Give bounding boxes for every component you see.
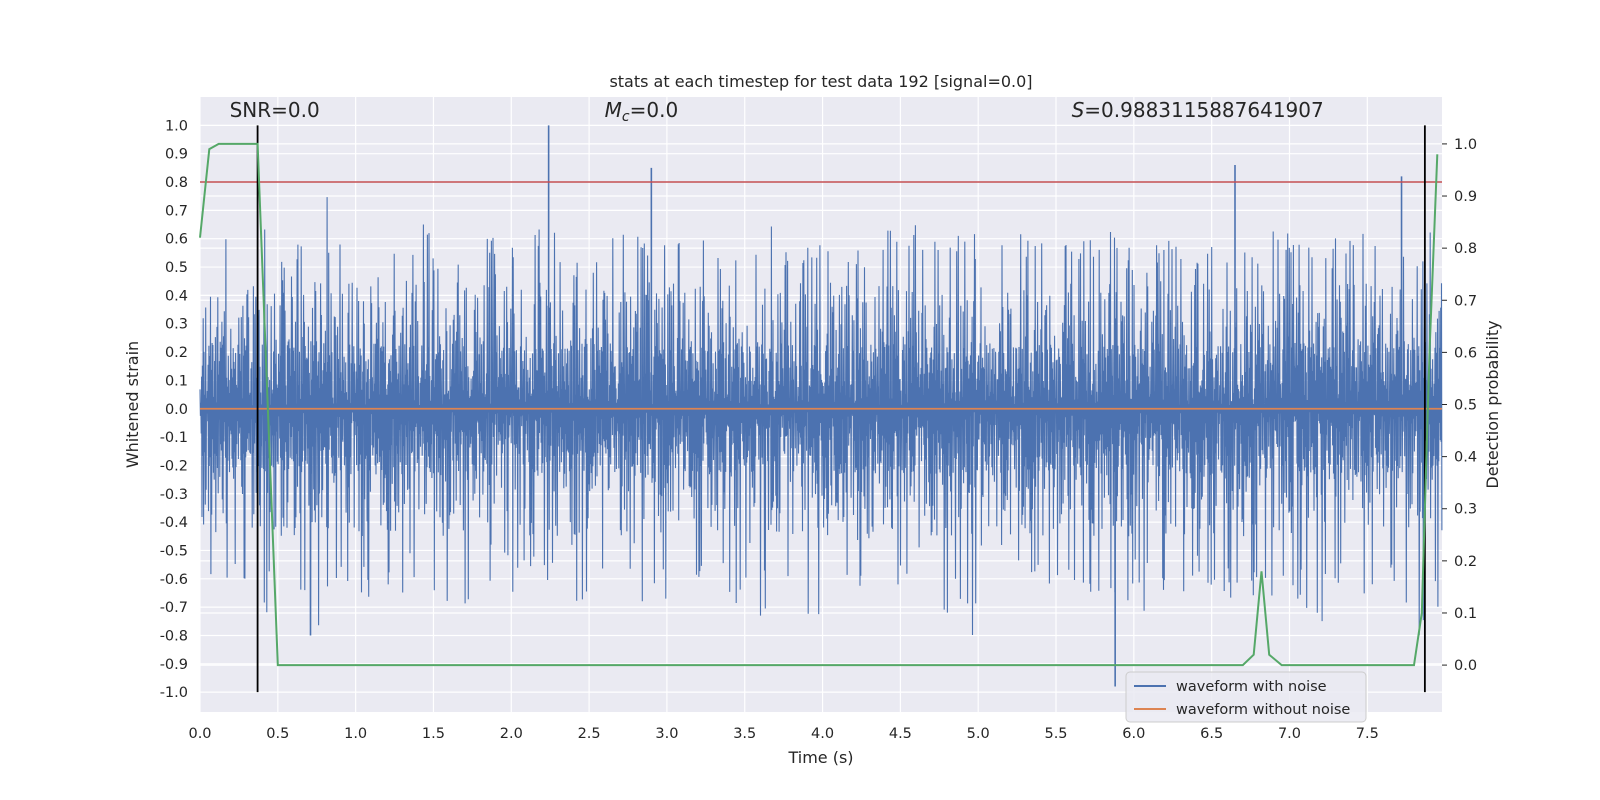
y2-tick-labels: 1.0 0.9 0.8 0.7 0.6 0.5 0.4 0.3 0.2 0.1 0.0	[1442, 137, 1477, 674]
y-tick-label: 0.5	[165, 260, 188, 276]
x-tick-label: 0.0	[188, 726, 211, 742]
mc-annotation: Mc=0.0	[605, 98, 679, 125]
y-tick-label: 0.6	[165, 232, 188, 248]
x-tick-label: 5.0	[967, 726, 990, 742]
y-tick-label: 0.1	[165, 373, 188, 389]
series-waveform-with-noise	[199, 125, 1443, 687]
y-tick-label: 0.0	[165, 402, 188, 418]
y-tick-label: 0.4	[165, 288, 188, 304]
y2-tick-label: 0.9	[1454, 189, 1477, 205]
x-tick-label: 2.5	[578, 726, 601, 742]
y2-tick-label: 0.3	[1454, 502, 1477, 518]
y-tick-label: -0.7	[160, 600, 188, 616]
x-axis-label: Time (s)	[787, 748, 853, 767]
y-tick-label: -0.6	[160, 572, 188, 588]
y-axis-label: Whitened strain	[123, 341, 142, 468]
y2-tick-label: 0.8	[1454, 241, 1477, 257]
x-tick-label: 1.0	[344, 726, 367, 742]
x-tick-label: 3.5	[733, 726, 756, 742]
chart-title: stats at each timestep for test data 192…	[609, 72, 1032, 91]
s-symbol: S	[1072, 98, 1085, 122]
y2-tick-label: 0.6	[1454, 345, 1477, 361]
x-tick-label: 1.5	[422, 726, 445, 742]
x-tick-label: 6.0	[1122, 726, 1145, 742]
y-tick-label: -0.9	[160, 657, 188, 673]
snr-annotation: SNR=0.0	[230, 98, 320, 122]
x-tick-label: 2.0	[500, 726, 523, 742]
y2-tick-label: 0.0	[1454, 658, 1477, 674]
legend-box	[1125, 671, 1367, 723]
y2-tick-label: 0.7	[1454, 293, 1477, 309]
s-annotation: S=0.9883115887641907	[1072, 98, 1324, 122]
x-tick-label: 6.5	[1200, 726, 1223, 742]
y2-tick-label: 0.1	[1454, 606, 1477, 622]
x-tick-label: 0.5	[266, 726, 289, 742]
mc-symbol: M	[605, 98, 622, 122]
series-line-detection-probability	[199, 142, 1439, 667]
mc-subscript: c	[622, 109, 630, 125]
y-tick-label: 0.3	[165, 317, 188, 333]
x-tick-labels: 0.0 0.5 1.0 1.5 2.0 2.5 3.0 3.5 4.0 4.5 5.0 5.5 6.0 6…	[188, 726, 1378, 742]
legend-label-without-noise: waveform without noise	[1176, 702, 1350, 718]
y-tick-label: 0.7	[165, 203, 188, 219]
y-tick-label: -0.8	[160, 628, 188, 644]
y2-tick-label: 1.0	[1454, 137, 1477, 153]
mc-value: =0.0	[630, 98, 679, 122]
s-value: =0.9883115887641907	[1084, 98, 1323, 122]
y-tick-label: -0.2	[160, 458, 188, 474]
y-tick-label: -0.3	[160, 487, 188, 503]
x-tick-label: 7.0	[1278, 726, 1301, 742]
x-tick-label: 4.5	[889, 726, 912, 742]
x-tick-label: 7.5	[1356, 726, 1379, 742]
y-tick-label: 0.8	[165, 175, 188, 191]
y-tick-label: -1.0	[160, 685, 188, 701]
y-tick-label: 0.9	[165, 147, 188, 163]
y-tick-label: -0.5	[160, 543, 188, 559]
y2-tick-label: 0.2	[1454, 554, 1477, 570]
x-tick-label: 5.5	[1044, 726, 1067, 742]
y-tick-label: -0.1	[160, 430, 188, 446]
legend-label-with-noise: waveform with noise	[1176, 679, 1327, 695]
y-tick-label: 1.0	[165, 118, 188, 134]
x-tick-label: 4.0	[811, 726, 834, 742]
y2-axis-label: Detection probability	[1483, 320, 1502, 488]
x-tick-label: 3.0	[655, 726, 678, 742]
legend: waveform with noise waveform without noi…	[1125, 671, 1367, 723]
y2-tick-label: 0.5	[1454, 398, 1477, 414]
y2-tick-label: 0.4	[1454, 450, 1477, 466]
y-tick-label: -0.4	[160, 515, 188, 531]
y-tick-labels: 1.0 0.9 0.8 0.7 0.6 0.5 0.4 0.3 0.2 0.1 0.0 -0.1 -0.…	[160, 118, 188, 701]
y-tick-label: 0.2	[165, 345, 188, 361]
series-lines	[199, 125, 1442, 693]
